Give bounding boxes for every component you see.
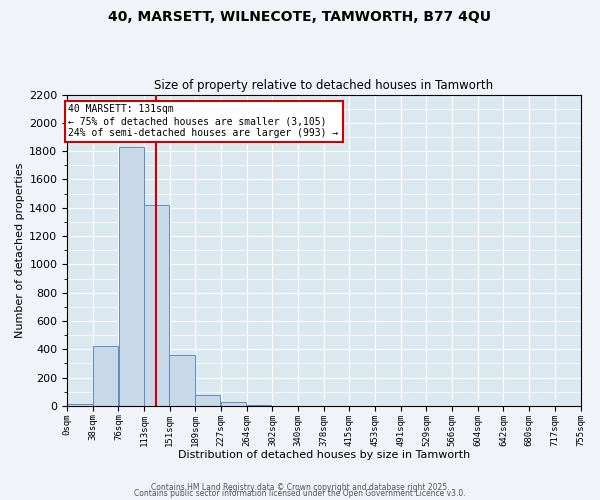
Text: Contains public sector information licensed under the Open Government Licence v3: Contains public sector information licen… bbox=[134, 490, 466, 498]
Bar bbox=[93, 346, 118, 406]
Bar bbox=[169, 355, 194, 406]
Text: Contains HM Land Registry data © Crown copyright and database right 2025.: Contains HM Land Registry data © Crown c… bbox=[151, 484, 449, 492]
Y-axis label: Number of detached properties: Number of detached properties bbox=[15, 162, 25, 338]
Title: Size of property relative to detached houses in Tamworth: Size of property relative to detached ho… bbox=[154, 79, 493, 92]
Bar bbox=[119, 147, 144, 406]
Text: 40 MARSETT: 131sqm
← 75% of detached houses are smaller (3,105)
24% of semi-deta: 40 MARSETT: 131sqm ← 75% of detached hou… bbox=[68, 104, 339, 138]
Bar bbox=[221, 402, 246, 406]
Text: 40, MARSETT, WILNECOTE, TAMWORTH, B77 4QU: 40, MARSETT, WILNECOTE, TAMWORTH, B77 4Q… bbox=[109, 10, 491, 24]
Bar bbox=[67, 404, 92, 406]
Bar bbox=[143, 205, 169, 406]
Bar bbox=[195, 396, 220, 406]
Bar bbox=[245, 404, 271, 406]
X-axis label: Distribution of detached houses by size in Tamworth: Distribution of detached houses by size … bbox=[178, 450, 470, 460]
